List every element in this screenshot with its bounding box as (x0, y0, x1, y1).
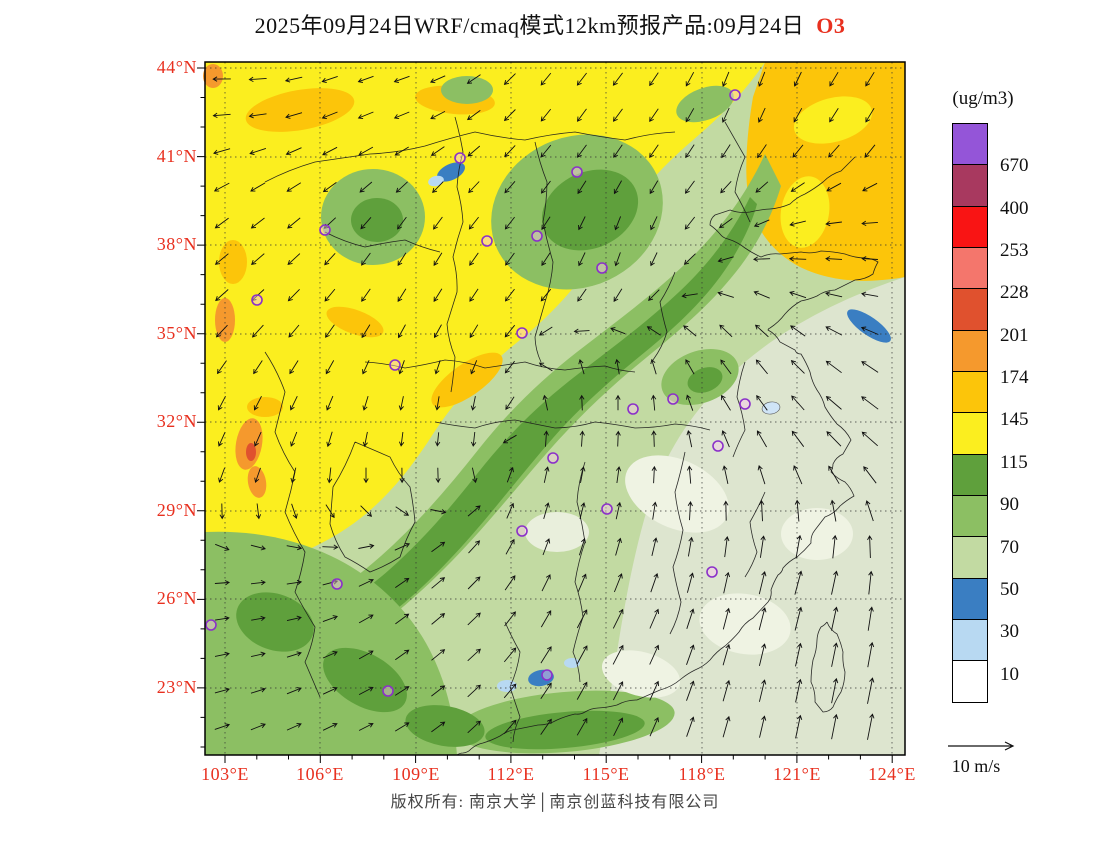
city-marker (205, 619, 217, 631)
legend-color-box (952, 371, 988, 414)
city-marker (729, 89, 741, 101)
legend-units-label: (ug/m3) (952, 88, 1014, 109)
city-marker (601, 503, 613, 515)
city-marker (627, 403, 639, 415)
latitude-label: 23°N (156, 677, 197, 697)
map-frame (204, 61, 906, 756)
latitude-label: 35°N (156, 323, 197, 343)
legend-color-box (952, 536, 988, 579)
legend-value: 70 (1000, 536, 1019, 558)
legend-color-box (952, 123, 988, 166)
copyright-text: 版权所有: 南京大学│南京创蓝科技有限公司 (390, 794, 720, 811)
legend-color-box (952, 164, 988, 207)
legend-value: 10 (1000, 663, 1019, 685)
city-markers (205, 89, 751, 697)
map-canvas (197, 61, 906, 763)
legend-value: 201 (1000, 324, 1029, 346)
latitude-label: 38°N (156, 234, 197, 254)
legend-value: 50 (1000, 578, 1019, 600)
longitude-label: 115°E (582, 764, 630, 784)
legend-colorbar (952, 123, 988, 703)
page-title: 2025年09月24日WRF/cmaq模式12km预报产品:09月24日 O3 (0, 8, 1100, 40)
wind-scale-arrow-icon (948, 741, 1015, 751)
latitude-label: 41°N (156, 146, 197, 166)
legend-value: 115 (1000, 451, 1028, 473)
longitude-label: 118°E (678, 764, 726, 784)
city-marker (531, 230, 543, 242)
wind-scale-label: 10 m/s (951, 756, 1001, 776)
legend-value: 253 (1000, 240, 1029, 262)
longitude-label: 124°E (868, 764, 916, 784)
legend-color-box (952, 577, 988, 621)
wind-arrows (212, 71, 879, 740)
legend-value: 30 (1000, 621, 1019, 643)
city-marker (541, 669, 553, 681)
city-marker (319, 224, 331, 236)
legend-value: 90 (1000, 494, 1019, 516)
city-marker (481, 235, 493, 247)
longitude-label: 112°E (487, 764, 535, 784)
legend-color-box (952, 329, 988, 373)
title-text: 2025年09月24日WRF/cmaq模式12km预报产品:09月24日 (254, 13, 805, 38)
legend-value: 174 (1000, 367, 1029, 389)
city-marker (596, 262, 608, 274)
map-area (197, 61, 906, 763)
city-marker (706, 566, 718, 578)
grid-lines (205, 62, 905, 755)
legend-value: 228 (1000, 282, 1029, 304)
longitude-label: 106°E (296, 764, 344, 784)
latitude-label: 26°N (156, 588, 197, 608)
legend-color-box (952, 288, 988, 331)
legend-value: 400 (1000, 197, 1029, 219)
longitude-label: 109°E (392, 764, 440, 784)
longitude-label: 121°E (773, 764, 821, 784)
axis-ticks (197, 67, 893, 763)
city-marker (516, 327, 528, 339)
city-marker (739, 398, 751, 410)
city-marker (547, 452, 559, 464)
city-marker (331, 578, 343, 590)
title-species: O3 (816, 13, 846, 38)
city-marker (712, 440, 724, 452)
longitude-label: 103°E (201, 764, 249, 784)
city-marker (667, 393, 679, 405)
legend-color-box (952, 495, 988, 538)
legend-color-box (952, 619, 988, 662)
latitude-label: 32°N (156, 411, 197, 431)
legend-value: 145 (1000, 409, 1029, 431)
legend-value: 670 (1000, 155, 1029, 177)
wind-arrows-path (212, 71, 879, 740)
legend-color-box (952, 205, 988, 249)
city-marker (454, 152, 466, 164)
city-marker (382, 685, 394, 697)
city-marker (516, 525, 528, 537)
latitude-label: 29°N (156, 500, 197, 520)
legend-color-box (952, 412, 988, 455)
legend-color-box (952, 247, 988, 290)
province-boundaries (264, 116, 879, 756)
city-marker (389, 359, 401, 371)
city-marker (251, 294, 263, 306)
city-marker (571, 166, 583, 178)
latitude-label: 44°N (156, 57, 197, 77)
legend-color-box (952, 660, 988, 703)
concentration-regions (203, 62, 905, 755)
legend-color-box (952, 453, 988, 497)
